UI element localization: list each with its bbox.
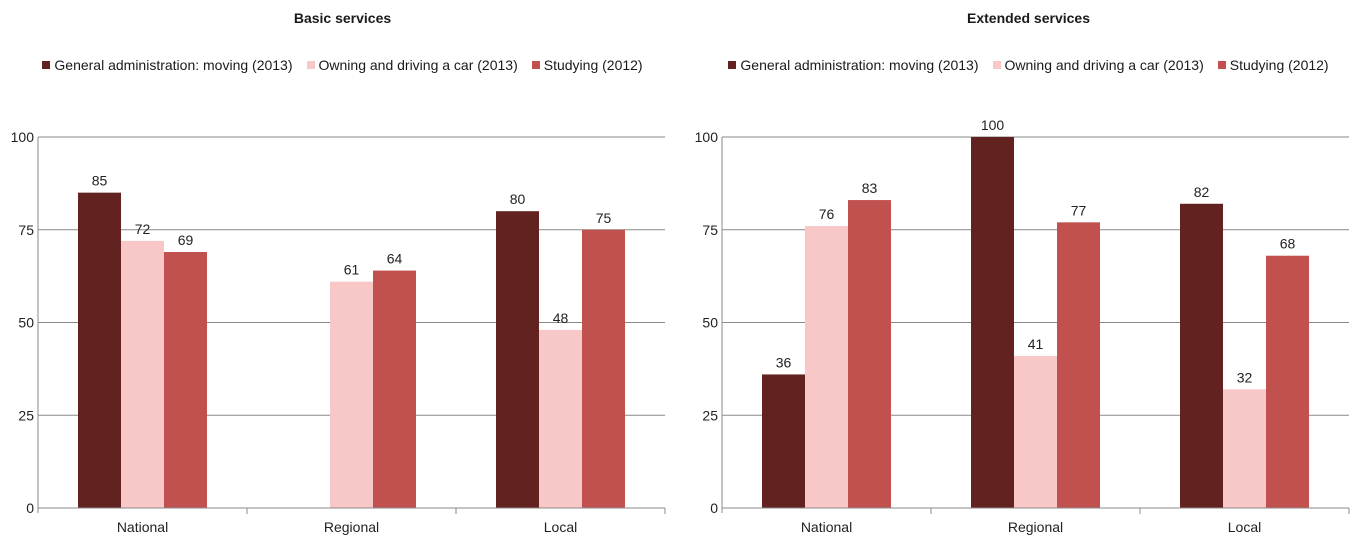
x-tick-label: Regional	[1008, 519, 1063, 535]
y-tick-label: 25	[702, 407, 718, 423]
bar	[1180, 203, 1223, 508]
bar	[1266, 255, 1309, 508]
bar	[121, 240, 164, 508]
y-tick-label: 100	[695, 129, 719, 145]
bar	[496, 211, 539, 508]
x-tick-label: National	[801, 519, 852, 535]
legend-swatch	[992, 61, 1001, 69]
data-label: 69	[178, 232, 194, 248]
legend-label: General administration: moving (2013)	[54, 57, 293, 73]
x-tick-label: National	[117, 519, 168, 535]
bar	[582, 229, 625, 508]
legend-swatch	[728, 61, 737, 69]
y-tick-label: 50	[18, 315, 34, 331]
legend-label: Owning and driving a car (2013)	[318, 57, 518, 73]
chart-basic-services: Basic services General administration: m…	[0, 0, 685, 540]
data-label: 85	[92, 173, 108, 189]
data-label: 68	[1280, 236, 1296, 252]
data-label: 72	[135, 221, 151, 237]
plot-area: 0 25 50 75 100 85 72 69 National 61 64 Regional 80 48…	[11, 129, 666, 535]
bar	[539, 329, 582, 508]
bar	[1223, 389, 1266, 508]
data-label: 77	[1071, 202, 1087, 218]
legend-item-car: Owning and driving a car (2013)	[992, 57, 1204, 73]
legend-label: Studying (2012)	[1229, 57, 1329, 73]
legend-label: Owning and driving a car (2013)	[1004, 57, 1204, 73]
x-tick-label: Local	[1228, 519, 1261, 535]
legend-item-studying: Studying (2012)	[531, 57, 643, 73]
data-label: 76	[819, 206, 835, 222]
bar	[805, 226, 848, 509]
bar	[78, 192, 121, 508]
chart-title: Extended services	[967, 10, 1090, 26]
legend-swatch	[42, 61, 51, 69]
y-tick-label: 100	[11, 129, 35, 145]
legend-label: General administration: moving (2013)	[740, 57, 979, 73]
legend-swatch	[1217, 61, 1226, 69]
y-tick-label: 75	[18, 222, 34, 238]
bar	[330, 281, 373, 508]
y-tick-label: 0	[26, 500, 34, 516]
chart-title: Basic services	[293, 10, 392, 26]
bar	[762, 374, 805, 508]
data-label: 36	[776, 354, 792, 370]
legend: General administration: moving (2013) Ow…	[686, 57, 1371, 73]
chart-extended-services: Extended services General administration…	[686, 0, 1371, 540]
data-label: 83	[862, 180, 878, 196]
data-label: 48	[553, 310, 569, 326]
data-label: 64	[387, 251, 403, 267]
data-label: 100	[981, 117, 1005, 133]
bar	[848, 200, 891, 508]
x-tick-label: Local	[544, 519, 577, 535]
legend-swatch	[531, 61, 540, 69]
bar	[971, 137, 1014, 508]
data-label: 82	[1194, 184, 1210, 200]
bar	[1014, 355, 1057, 508]
y-tick-label: 0	[710, 500, 718, 516]
legend-item-studying: Studying (2012)	[1217, 57, 1329, 73]
data-label: 41	[1028, 336, 1044, 352]
plot-area: 0 25 50 75 100 36 76 83 National 100 41 77 Regional 8…	[695, 117, 1350, 535]
bar	[1057, 222, 1100, 508]
x-tick-label: Regional	[324, 519, 379, 535]
y-tick-label: 75	[702, 222, 718, 238]
legend-item-moving: General administration: moving (2013)	[42, 57, 293, 73]
legend: General administration: moving (2013) Ow…	[0, 57, 685, 73]
data-label: 61	[344, 262, 360, 278]
y-tick-label: 50	[702, 315, 718, 331]
data-label: 75	[596, 210, 612, 226]
y-tick-label: 25	[18, 407, 34, 423]
legend-label: Studying (2012)	[543, 57, 643, 73]
data-label: 32	[1237, 369, 1253, 385]
bar	[373, 270, 416, 508]
data-label: 80	[510, 191, 526, 207]
legend-item-moving: General administration: moving (2013)	[728, 57, 979, 73]
bar	[164, 252, 207, 508]
legend-item-car: Owning and driving a car (2013)	[306, 57, 518, 73]
legend-swatch	[306, 61, 315, 69]
